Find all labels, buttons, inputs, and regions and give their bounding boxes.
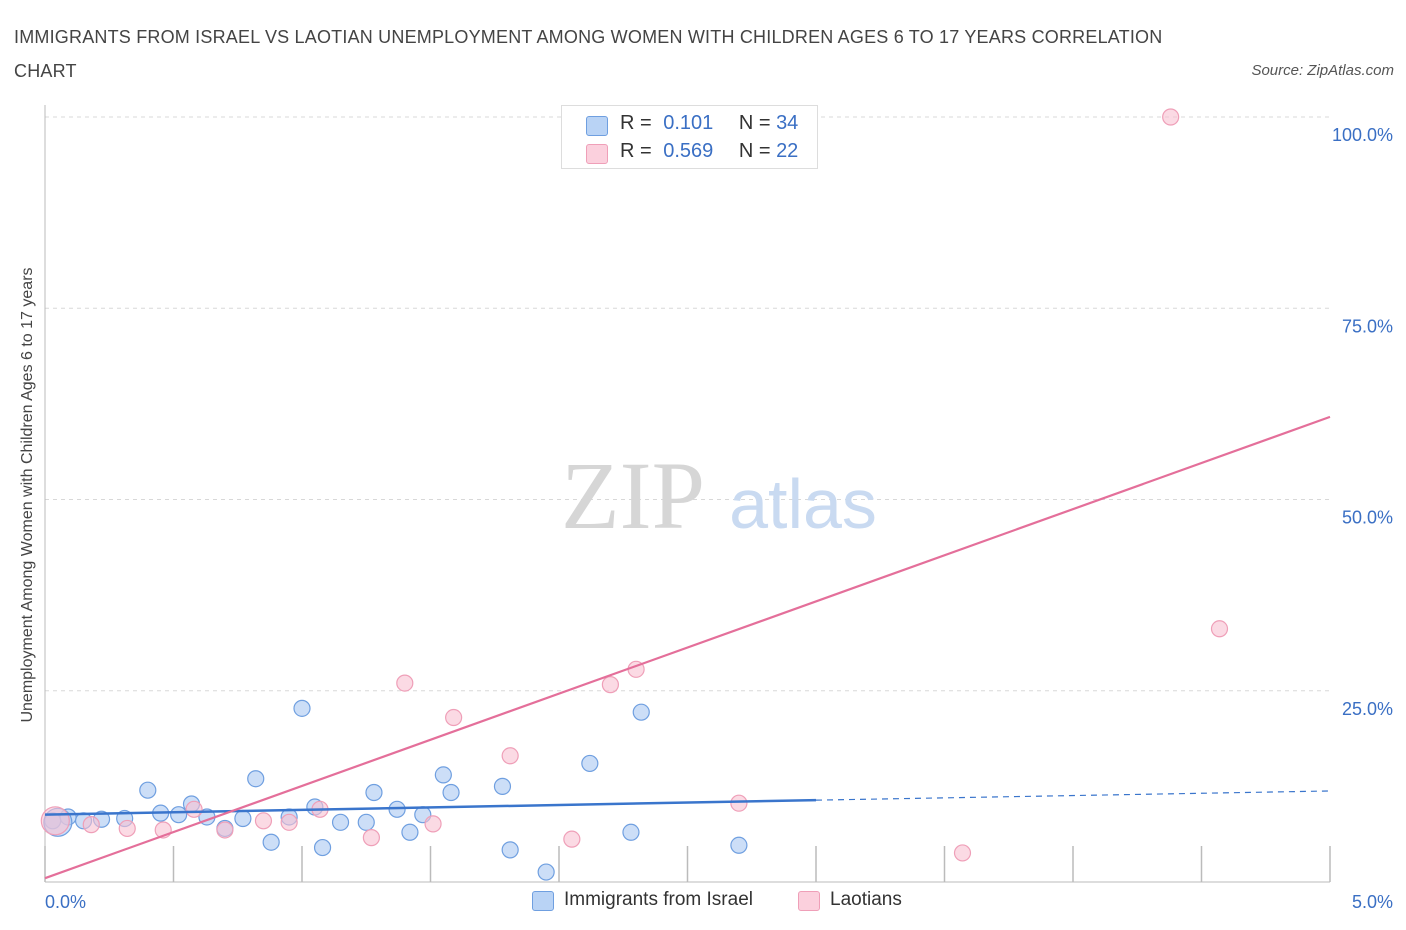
israel-point	[247, 770, 265, 788]
watermark-atlas: atlas	[729, 465, 877, 543]
israel-point	[365, 783, 383, 802]
israel-point	[401, 823, 419, 841]
legend-n-label: N =	[738, 140, 771, 162]
israel-trend-extension	[815, 790, 1331, 801]
israel-point	[537, 863, 555, 881]
laotian-point	[40, 806, 70, 836]
israel-point	[262, 833, 280, 851]
laotian-point	[216, 821, 234, 839]
israel-point	[139, 781, 157, 799]
israel-point	[730, 836, 748, 854]
legend-n-label: N =	[738, 112, 771, 134]
israel-point	[357, 813, 375, 831]
laotian-point	[185, 800, 203, 818]
laotian-point	[730, 794, 748, 812]
laotian-point	[424, 815, 442, 833]
watermark-zip: ZIP	[561, 442, 705, 549]
legend-label-israel: Immigrants from Israel	[564, 889, 753, 910]
israel-point	[234, 809, 252, 828]
legend-swatch-laotian	[798, 891, 820, 911]
legend-n-value: 22	[776, 140, 799, 162]
israel-point	[293, 699, 311, 717]
legend-r-label: R =	[620, 140, 652, 162]
legend-text-laotian: R = 0.569 N = 22	[620, 140, 798, 163]
trend-lines	[44, 415, 1331, 880]
source-label: Source: ZipAtlas.com	[1251, 62, 1394, 79]
laotian-trend-line	[44, 415, 1331, 880]
israel-point	[434, 766, 452, 784]
y-tick-label: 100.0%	[1332, 125, 1393, 145]
laotian-point	[1162, 108, 1180, 126]
laotian-point	[563, 830, 581, 848]
legend-swatch-laotian	[586, 144, 608, 164]
legend-swatch-israel	[532, 891, 554, 911]
y-tick-label: 75.0%	[1342, 316, 1393, 336]
stats-legend: R = 0.101 N = 34 R = 0.569 N = 22	[561, 105, 818, 169]
israel-point	[331, 813, 350, 831]
israel-trend-line	[44, 798, 817, 816]
tick-labels: 25.0% 50.0% 75.0% 100.0% 0.0% 5.0%	[45, 125, 1393, 912]
laotian-point	[396, 674, 414, 692]
chart-title: IMMIGRANTS FROM ISRAEL VS LAOTIAN UNEMPL…	[14, 27, 1163, 81]
laotian-point	[501, 747, 519, 765]
israel-point	[622, 823, 640, 841]
israel-point	[501, 841, 519, 859]
legend-n-value: 34	[776, 112, 799, 134]
x-tick-label: 5.0%	[1352, 892, 1393, 912]
legend-r-value: 0.101	[663, 112, 714, 134]
laotian-point	[445, 708, 463, 727]
legend-text-israel: R = 0.101 N = 34	[620, 112, 798, 135]
y-tick-label: 50.0%	[1342, 508, 1393, 528]
laotian-point	[601, 676, 620, 694]
laotian-point	[254, 812, 273, 830]
israel-point	[581, 754, 599, 773]
grid-lines	[45, 116, 1330, 692]
laotian-point	[118, 819, 136, 838]
israel-point	[493, 777, 512, 795]
legend-label-laotian: Laotians	[830, 889, 902, 910]
israel-point	[170, 806, 188, 824]
legend-swatch-israel	[586, 116, 608, 136]
israel-point	[313, 838, 332, 857]
israel-point	[442, 783, 460, 802]
laotian-point	[953, 844, 972, 862]
laotian-point	[82, 816, 100, 834]
legend-r-value: 0.569	[663, 140, 714, 162]
axes	[44, 105, 1331, 883]
israel-point	[632, 703, 650, 721]
y-tick-label: 25.0%	[1342, 699, 1393, 719]
laotian-point	[1210, 620, 1229, 638]
legend-r-label: R =	[620, 112, 652, 134]
x-tick-label: 0.0%	[45, 892, 86, 912]
watermark: ZIP atlas	[561, 442, 877, 549]
laotian-point	[362, 829, 380, 847]
laotian-point	[280, 813, 298, 831]
